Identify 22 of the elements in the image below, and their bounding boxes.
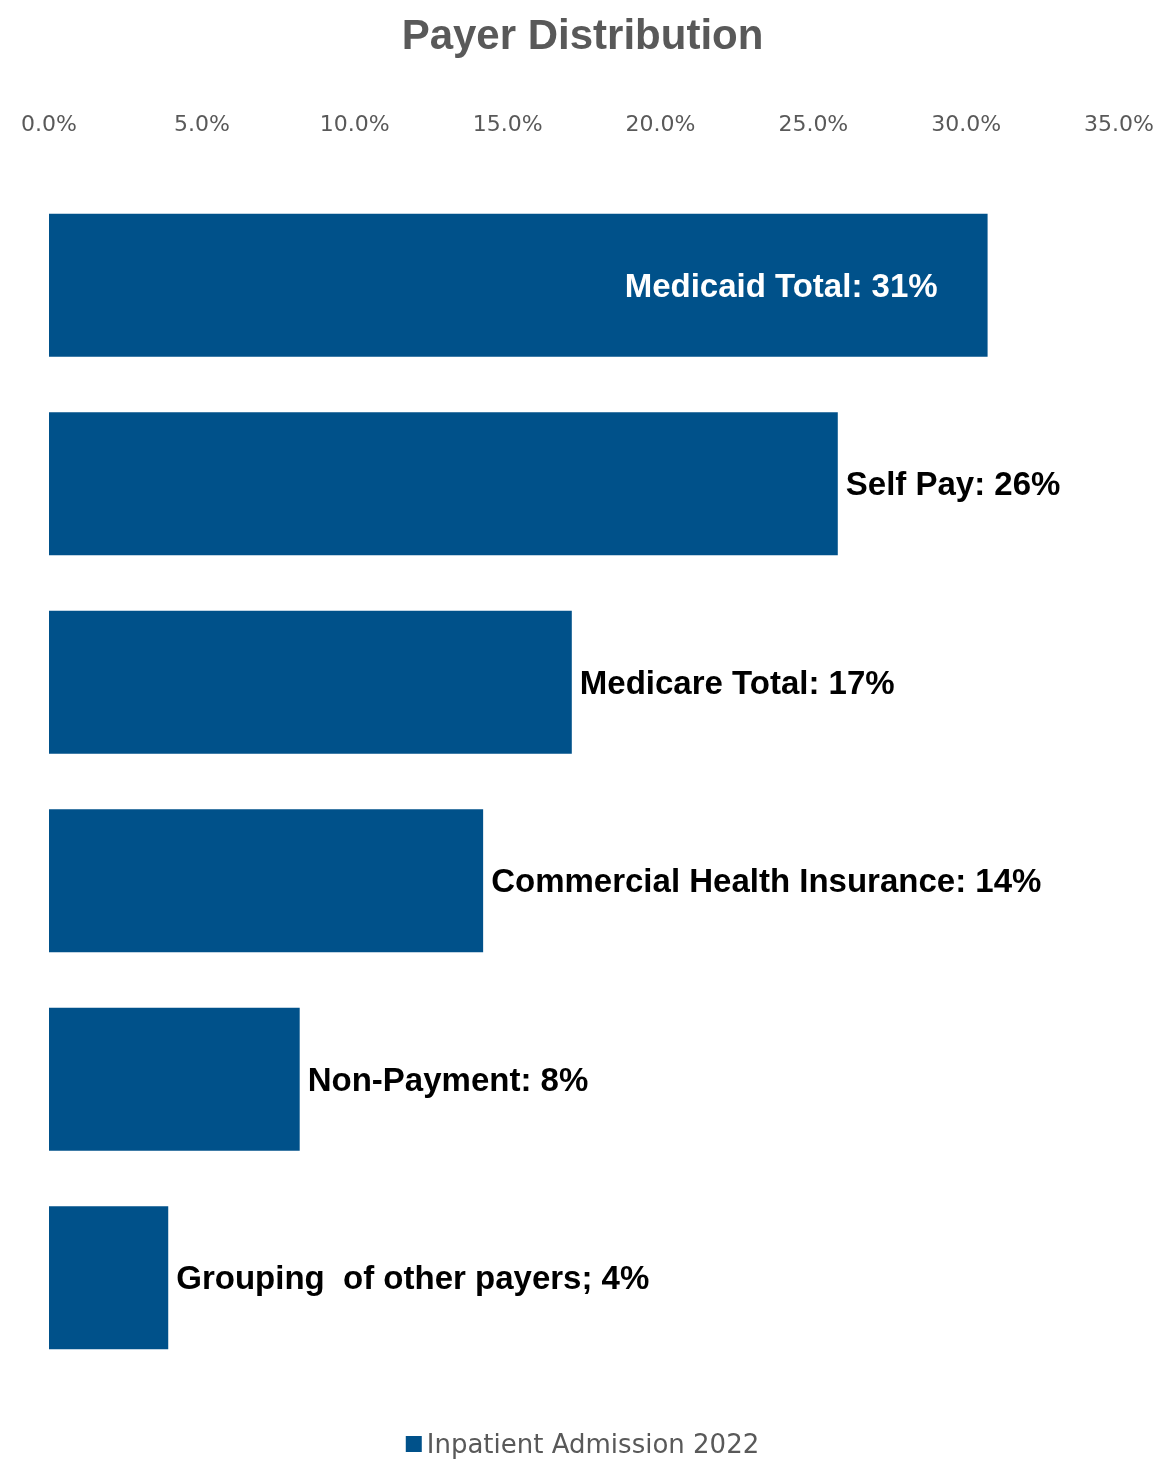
- x-tick-label: 15.0%: [472, 110, 543, 136]
- data-label: Medicare Total: 17%: [579, 663, 895, 701]
- data-label: Commercial Health Insurance: 14%: [491, 862, 1042, 900]
- x-tick-label: 35.0%: [1084, 110, 1154, 136]
- x-tick-label: 10.0%: [319, 110, 390, 136]
- data-label: Grouping of other payers; 4%: [176, 1259, 650, 1297]
- chart-title: Payer Distribution: [401, 10, 764, 58]
- data-label: Self Pay: 26%: [845, 465, 1061, 503]
- data-label: Non-Payment: 8%: [307, 1060, 589, 1098]
- x-tick-label: 0.0%: [21, 110, 77, 136]
- x-tick-label: 20.0%: [625, 110, 696, 136]
- bar: [49, 610, 572, 754]
- data-label: Medicaid Total: 31%: [624, 266, 938, 304]
- x-tick-label: 25.0%: [778, 110, 849, 136]
- bar: [49, 213, 988, 357]
- bar: [49, 412, 838, 556]
- bar: [49, 809, 484, 953]
- x-tick-label: 30.0%: [931, 110, 1002, 136]
- bar: [49, 1206, 169, 1350]
- x-tick-label: 5.0%: [173, 110, 230, 136]
- legend-label: Inpatient Admission 2022: [426, 1429, 760, 1459]
- bar: [49, 1007, 300, 1151]
